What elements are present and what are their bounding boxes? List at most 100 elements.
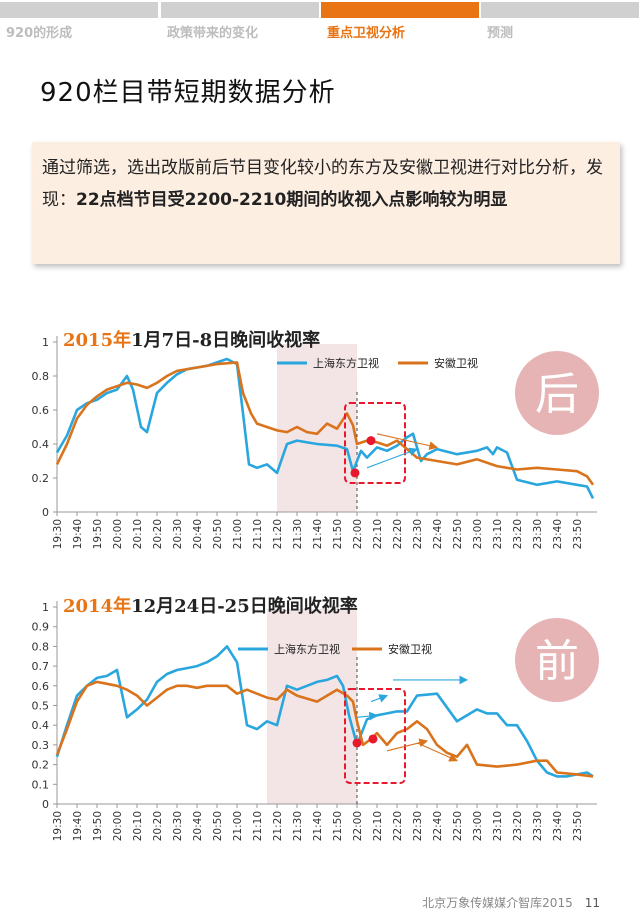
x-tick-label: 22:00 <box>352 811 364 841</box>
legend-label-anhui: 安徽卫视 <box>434 356 478 370</box>
series-shanghai-line <box>55 357 595 499</box>
tab-bar <box>321 2 479 18</box>
x-tick-label: 23:50 <box>572 519 584 549</box>
tab-forecast[interactable]: 预测 <box>481 2 639 44</box>
x-tick-label: 19:50 <box>92 811 104 841</box>
annotation-arrow <box>366 447 419 469</box>
x-tick-label: 19:40 <box>72 519 84 549</box>
chart-2015: 0 0.2 0.4 0.6 0.8 1 19:30 19:40 19:50 20:00 20:10 2… <box>32 329 599 549</box>
chart-title-dates: 1月7日-8日晚间收视率 <box>131 329 320 351</box>
x-tick-label: 23:10 <box>492 811 504 841</box>
y-tick-label: 0.7 <box>32 660 50 673</box>
y-tick-label: 0 <box>42 798 49 811</box>
highlight-box <box>344 688 406 784</box>
x-tick-label: 22:00 <box>352 519 364 549</box>
x-tick-label: 20:30 <box>172 519 184 549</box>
y-tick-label: 0.5 <box>32 700 50 713</box>
y-tick-label: 0.3 <box>32 739 50 752</box>
y-tick-label: 1 <box>42 601 49 614</box>
annotation-arrow <box>386 738 429 752</box>
shaded-period <box>277 344 357 512</box>
summary-highlight: 22点档节目受2200-2210期间的收视入点影响较为明显 <box>76 190 508 210</box>
series-anhui-line <box>55 680 594 778</box>
x-tick-label: 20:00 <box>112 811 124 841</box>
x-tick-label: 23:30 <box>532 811 544 841</box>
chart-title: 2015年1月7日-8日晚间收视率 <box>63 329 320 351</box>
x-tick-label: 23:00 <box>472 811 484 841</box>
y-tick-label: 0.8 <box>32 640 50 653</box>
tab-policy-changes[interactable]: 政策带来的变化 <box>161 2 319 44</box>
x-tick-label: 21:40 <box>312 811 324 841</box>
x-tick-label: 22:20 <box>392 519 404 549</box>
badge-circle <box>515 618 599 702</box>
y-tick-label: 0 <box>42 506 49 519</box>
footer-source: 北京万象传媒媒介智库2015 <box>422 896 573 910</box>
x-tick-label: 22:40 <box>432 519 444 549</box>
x-tick-label: 19:30 <box>52 811 64 841</box>
y-tick-label: 0.6 <box>32 404 50 417</box>
footer: 北京万象传媒媒介智库2015 11 <box>422 894 600 911</box>
highlight-marker <box>368 734 378 744</box>
x-tick-label: 21:10 <box>252 519 264 549</box>
x-tick-label: 20:20 <box>152 519 164 549</box>
highlight-marker <box>352 738 362 748</box>
y-tick-label: 0.4 <box>32 719 50 732</box>
tab-label: 920的形成 <box>6 26 73 41</box>
chart-title-dates: 12月24日-25日晚间收视率 <box>131 595 358 617</box>
x-tick-label: 20:50 <box>212 811 224 841</box>
tab-920-formation[interactable]: 920的形成 <box>0 2 158 44</box>
y-tick-label: 0.2 <box>32 472 50 485</box>
annotation-arrow <box>416 742 459 762</box>
x-tick-label: 20:40 <box>192 811 204 841</box>
summary-text: 通过筛选，选出改版前后节目变化较小的东方及安徽卫视进行对比分析，发现：22点档节… <box>42 152 610 216</box>
page-title: 920栏目带短期数据分析 <box>40 78 336 108</box>
x-tick-label: 21:20 <box>272 811 284 841</box>
x-tick-label: 19:40 <box>72 811 84 841</box>
tab-bar <box>481 2 639 18</box>
x-tick-label: 23:20 <box>512 811 524 841</box>
x-tick-label: 23:50 <box>572 811 584 841</box>
x-tick-label: 19:50 <box>92 519 104 549</box>
x-tick-label: 22:50 <box>452 811 464 841</box>
tab-bar <box>161 2 319 18</box>
tab-label: 重点卫视分析 <box>327 26 406 41</box>
chart-title: 2014年12月24日-25日晚间收视率 <box>63 595 358 617</box>
y-tick-label: 1 <box>42 336 49 349</box>
y-tick-label: 0.4 <box>32 438 50 451</box>
highlight-marker <box>350 468 360 478</box>
x-tick-label: 23:30 <box>532 519 544 549</box>
tab-label: 预测 <box>487 26 514 41</box>
x-tick-label: 23:00 <box>472 519 484 549</box>
tab-label: 政策带来的变化 <box>167 26 259 41</box>
tab-key-channel-analysis[interactable]: 重点卫视分析 <box>321 2 479 44</box>
x-tick-label: 19:30 <box>52 519 64 549</box>
x-tick-label: 21:10 <box>252 811 264 841</box>
summary-note: 通过筛选，选出改版前后节目变化较小的东方及安徽卫视进行对比分析，发现：22点档节… <box>32 142 620 264</box>
tab-bar <box>0 2 158 18</box>
x-tick-label: 20:10 <box>132 519 144 549</box>
annotation-arrow <box>370 694 389 703</box>
annotation-arrow <box>376 433 439 450</box>
legend-label-shanghai: 上海东方卫视 <box>274 642 340 656</box>
x-tick-label: 22:50 <box>452 519 464 549</box>
x-tick-label: 21:20 <box>272 519 284 549</box>
page-number: 11 <box>584 896 600 910</box>
x-tick-label: 22:30 <box>412 519 424 549</box>
x-tick-label: 21:50 <box>332 519 344 549</box>
annotation-arrow <box>356 711 379 721</box>
y-tick-label: 0.8 <box>32 370 50 383</box>
x-tick-label: 22:40 <box>432 811 444 841</box>
series-anhui-line <box>55 361 595 486</box>
x-tick-label: 23:40 <box>552 811 564 841</box>
x-tick-label: 23:10 <box>492 519 504 549</box>
x-tick-label: 21:40 <box>312 519 324 549</box>
x-tick-label: 21:00 <box>232 519 244 549</box>
x-tick-label: 20:30 <box>172 811 184 841</box>
x-tick-label: 23:20 <box>512 519 524 549</box>
chart-title-year: 2015年 <box>63 329 131 351</box>
x-tick-label: 20:10 <box>132 811 144 841</box>
chart-title-year: 2014年 <box>63 595 131 617</box>
y-tick-label: 0.6 <box>32 680 50 693</box>
x-tick-label: 20:50 <box>212 519 224 549</box>
legend-label-anhui: 安徽卫视 <box>388 642 432 656</box>
